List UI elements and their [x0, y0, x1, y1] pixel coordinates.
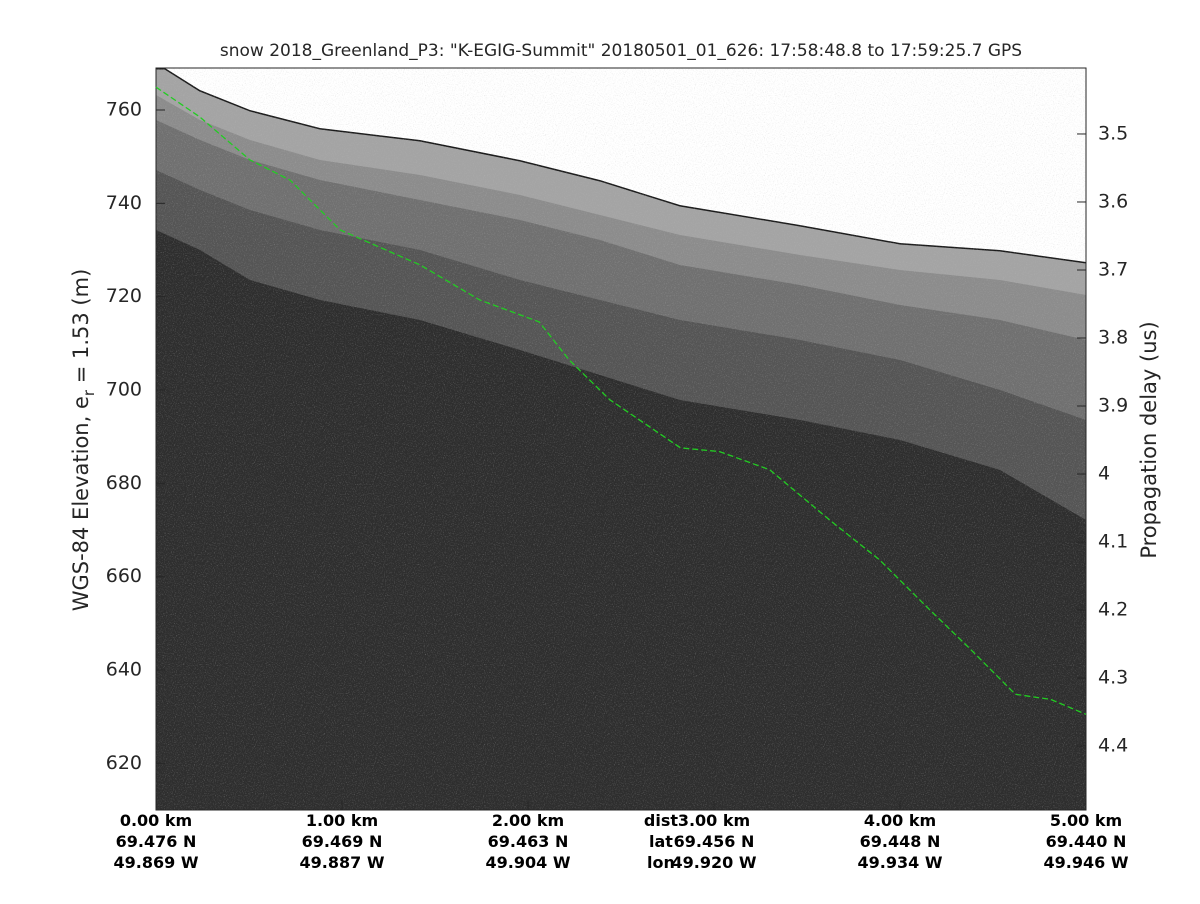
- lon-label: 49.869 W: [114, 853, 199, 872]
- y2-tick-label: 3.8: [1098, 327, 1128, 349]
- y2-tick-label: 4.2: [1098, 599, 1128, 621]
- y-tick-label: 700: [106, 379, 142, 401]
- echogram: [156, 68, 1086, 810]
- y-tick-label: 620: [106, 752, 142, 774]
- y2-axis-label: Propagation delay (us): [1137, 321, 1161, 558]
- y2-tick-label: 4.3: [1098, 667, 1128, 689]
- x-tick-label: 1.00 km: [306, 811, 378, 830]
- row-label: dist: [644, 811, 678, 830]
- lat-label: 69.448 N: [860, 832, 941, 851]
- lon-label: 49.904 W: [486, 853, 571, 872]
- y-tick-label: 740: [106, 192, 142, 214]
- lat-label: 69.469 N: [302, 832, 383, 851]
- lon-label: 49.887 W: [300, 853, 385, 872]
- y2-tick-label: 3.9: [1098, 395, 1128, 417]
- lat-label: 69.463 N: [488, 832, 569, 851]
- y-tick-label: 680: [106, 472, 142, 494]
- y-label-main: WGS-84 Elevation, e: [69, 396, 93, 611]
- row-label: lat: [649, 832, 673, 851]
- x-tick-label: 0.00 km: [120, 811, 192, 830]
- y2-tick-label: 3.7: [1098, 258, 1128, 280]
- y-label-sub: r: [80, 389, 98, 396]
- y-tick-label: 760: [106, 99, 142, 121]
- x-tick-label: 5.00 km: [1050, 811, 1122, 830]
- y-axis-label: WGS-84 Elevation, er = 1.53 (m): [69, 269, 98, 612]
- y2-tick-label: 4.4: [1098, 735, 1128, 757]
- lon-label: 49.946 W: [1044, 853, 1129, 872]
- y2-tick-label: 3.6: [1098, 190, 1128, 212]
- y2-tick-label: 4: [1098, 463, 1110, 485]
- y2-tick-label: 3.5: [1098, 122, 1128, 144]
- y-label-end: = 1.53 (m): [69, 269, 93, 390]
- row-label: lon: [647, 853, 675, 872]
- chart-title: snow 2018_Greenland_P3: "K-EGIG-Summit" …: [220, 41, 1022, 61]
- lon-label: 49.920 W: [672, 853, 757, 872]
- layer-line: [155, 86, 1087, 715]
- plot-frame: [155, 67, 1087, 811]
- lon-label: 49.934 W: [858, 853, 943, 872]
- y-tick-label: 660: [106, 565, 142, 587]
- y2-tick-label: 4.1: [1098, 531, 1128, 553]
- lat-label: 69.440 N: [1046, 832, 1127, 851]
- lat-label: 69.476 N: [116, 832, 197, 851]
- x-tick-label: 4.00 km: [864, 811, 936, 830]
- y-tick-label: 640: [106, 659, 142, 681]
- x-tick-label: 3.00 km: [678, 811, 750, 830]
- lat-label: 69.456 N: [674, 832, 755, 851]
- x-tick-label: 2.00 km: [492, 811, 564, 830]
- y-tick-label: 720: [106, 285, 142, 307]
